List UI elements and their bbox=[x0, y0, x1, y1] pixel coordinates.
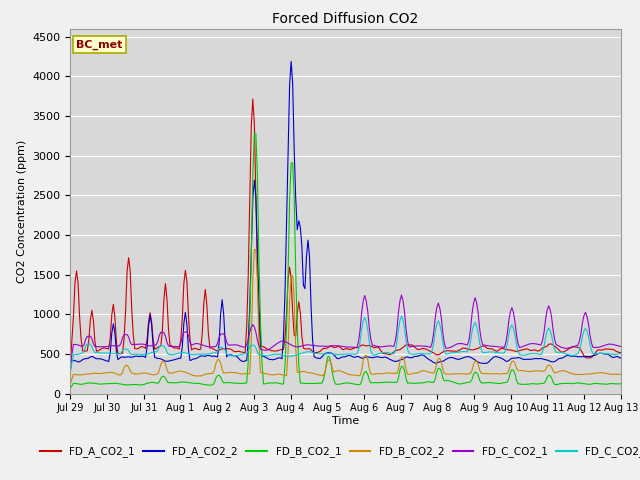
Text: BC_met: BC_met bbox=[76, 40, 122, 50]
Legend: FD_A_CO2_1, FD_A_CO2_2, FD_B_CO2_1, FD_B_CO2_2, FD_C_CO2_1, FD_C_CO2_2: FD_A_CO2_1, FD_A_CO2_2, FD_B_CO2_1, FD_B… bbox=[36, 442, 640, 461]
Y-axis label: CO2 Concentration (ppm): CO2 Concentration (ppm) bbox=[17, 140, 27, 283]
X-axis label: Time: Time bbox=[332, 416, 359, 426]
Title: Forced Diffusion CO2: Forced Diffusion CO2 bbox=[273, 12, 419, 26]
